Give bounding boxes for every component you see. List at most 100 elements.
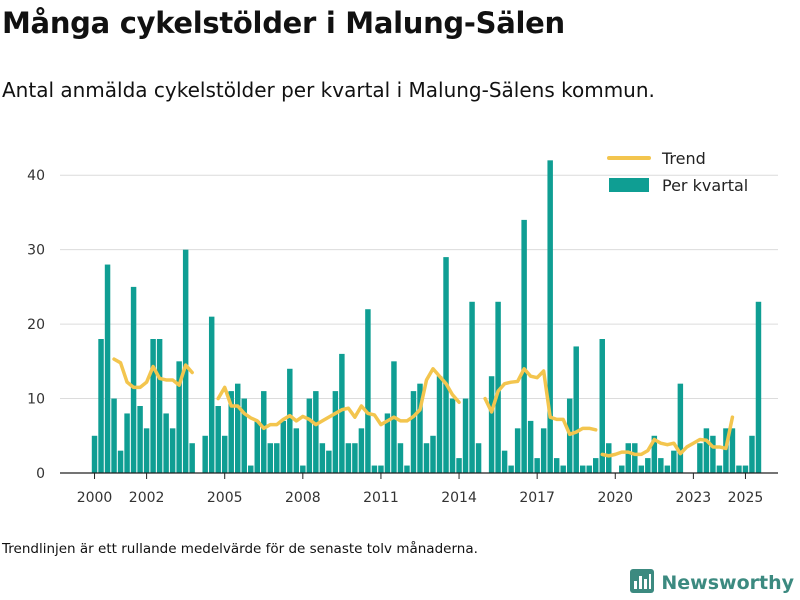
bar [221,435,228,473]
brand-logo[interactable]: Newsworthy [629,568,794,598]
bar [430,435,436,473]
trend-line [112,357,194,390]
bar [274,443,280,473]
bar [736,465,742,473]
bar [697,443,703,473]
bar [254,420,260,473]
bar [208,316,215,473]
y-tick-label: 30 [27,243,45,259]
bar [117,450,124,473]
bar [111,398,117,473]
bar [579,465,586,473]
legend-trend-label: Trend [661,149,706,168]
trend-line [600,415,735,458]
bar [606,443,612,473]
x-tick-label: 2023 [676,490,712,506]
bar [658,458,664,473]
bar [501,450,508,473]
bar [248,465,254,473]
bar [287,368,293,473]
chart-area: 0 10 20 30 40 2000 2002 2005 2008 2011 2014 2017 202… [27,149,778,506]
bar [664,465,671,473]
bar [280,420,287,473]
x-tick-label: 2025 [728,490,764,506]
bar [521,219,527,473]
bar [378,465,384,473]
axes: 0 10 20 30 40 2000 2002 2005 2008 2011 2014 2017 202… [27,168,778,506]
x-tick-label: 2014 [441,490,477,506]
bar [645,458,651,473]
y-tick-label: 10 [27,392,45,408]
bar [677,383,684,473]
bar [91,435,98,473]
bar [514,428,521,473]
footnote: Trendlinjen är ett rullande medelvärde f… [2,541,478,557]
x-tick-label: 2011 [363,490,399,506]
bar-series [91,160,762,474]
bar [228,391,234,473]
bar [716,465,723,473]
chart-subtitle: Antal anmälda cykelstölder per kvartal i… [2,78,655,102]
bar [182,249,189,473]
bar [755,301,762,473]
legend: Trend Per kvartal [607,149,748,195]
bar [267,443,274,473]
bar [488,376,495,473]
bar [104,264,111,473]
x-tick-label: 2005 [207,490,243,506]
bar [319,443,326,473]
bar [306,398,313,473]
x-tick-label: 2008 [285,490,321,506]
bar [573,346,579,473]
bar [443,257,449,473]
bar [326,450,332,473]
bar [449,398,456,473]
bar [176,361,182,473]
bar [710,435,716,473]
x-tick-label: 2017 [519,490,555,506]
bar [339,353,345,473]
bar [137,406,143,473]
bar [98,339,104,473]
bar [436,376,443,473]
bar [293,428,300,473]
bar [540,428,547,473]
bar [469,301,475,473]
bar [729,428,736,473]
legend-bars-swatch [609,178,649,192]
bar [625,443,632,473]
bar [593,458,599,473]
x-tick-label: 2002 [129,490,165,506]
bar [703,428,710,473]
bar [586,465,592,473]
bar [508,465,514,473]
bar [352,443,358,473]
bar [749,435,755,473]
bar [241,398,247,473]
x-tick-label: 2020 [597,490,633,506]
bar [723,428,729,473]
bar [495,301,501,473]
bar [417,383,423,473]
bar [527,420,534,473]
chart-title: Många cykelstölder i Malung-Sälen [2,6,565,40]
bar [475,443,482,473]
bar [553,458,560,473]
bar [619,465,625,473]
bar [423,443,430,473]
bar [632,443,638,473]
bar [742,465,749,473]
brand-name: Newsworthy [661,572,794,594]
bar [371,465,378,473]
bar [462,398,469,473]
bar [313,391,319,473]
bar [150,339,156,473]
bar [651,435,658,473]
bar [384,413,391,473]
bar [547,160,553,474]
bar [358,428,365,473]
bar [397,443,404,473]
x-tick-label: 2000 [77,490,113,506]
bar [332,391,339,473]
y-tick-label: 40 [27,168,45,184]
